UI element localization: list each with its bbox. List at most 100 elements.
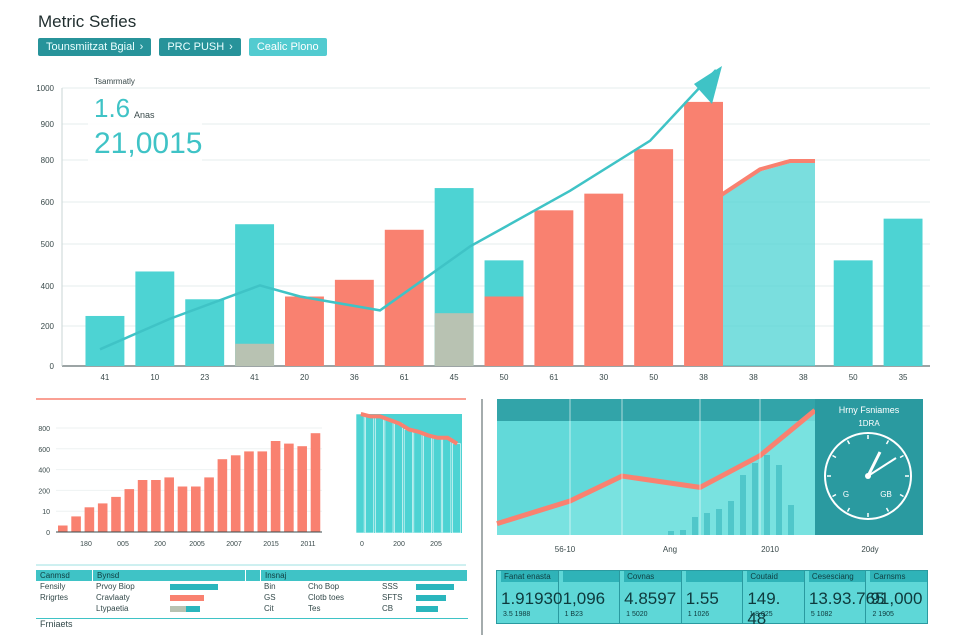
y-tick-label: 800 <box>41 156 55 165</box>
stat-card[interactable]: Fanat enasta 1.91930 3.5 1988 <box>497 571 562 623</box>
bar-coral <box>284 443 294 532</box>
bar-teal <box>728 501 734 535</box>
bar-coral <box>177 486 188 532</box>
table-header: Canmsd Bynsd Insnaj <box>36 570 468 581</box>
gauge-pivot <box>865 473 871 479</box>
stat-card[interactable]: 1.55 1 1026 <box>682 571 744 623</box>
y-tick-label: 600 <box>38 447 50 454</box>
bar-coral <box>334 279 374 366</box>
table-cell <box>36 603 92 614</box>
bar-coral <box>58 525 68 532</box>
x-tick-label: 005 <box>117 541 129 548</box>
stats-row: Fanat enasta 1.91930 3.5 1988 1,096 1 B2… <box>496 570 928 628</box>
trend-line <box>360 412 459 446</box>
gauge-tick <box>885 440 890 445</box>
y-tick-label: 500 <box>41 240 55 249</box>
x-tick-label: 2005 <box>189 541 205 548</box>
table-cell: CB <box>382 604 394 613</box>
table-cell: Cravlaaty <box>96 593 130 602</box>
bar-teal <box>374 416 384 534</box>
stat-label: Carnsms <box>870 571 928 582</box>
stat-card[interactable]: 1,096 1 B23 <box>559 571 621 623</box>
bar-coral <box>584 193 624 366</box>
gauge-tick <box>846 440 851 445</box>
kpi-unit: Anas <box>134 110 155 120</box>
x-tick-label: 41 <box>250 373 259 382</box>
stat-sub: 1 1026 <box>687 611 710 618</box>
gauge-panel <box>815 399 923 535</box>
breadcrumb-label: Tounsmiitzat Bgial <box>46 41 135 53</box>
x-tick-label: 50 <box>500 373 509 382</box>
stat-label <box>562 571 620 582</box>
x-tick-label: 2011 <box>300 541 315 548</box>
breadcrumb-item-3[interactable]: Cealic Plono <box>248 38 327 56</box>
table-row[interactable]: Ltypaetia Cit Tes CB <box>36 603 468 614</box>
table-footer: Frniaets <box>36 618 468 630</box>
trend-line <box>99 69 717 351</box>
stat-sub: 1 B23 <box>564 611 583 618</box>
y-tick-label: 0 <box>46 530 50 537</box>
table-row[interactable]: Fensily Prvoy Biop Bin Cho Bop SSS <box>36 581 468 592</box>
x-tick-label: 38 <box>699 373 708 382</box>
area-edge-line <box>496 408 817 527</box>
table-cell: GS <box>264 593 276 602</box>
stat-card[interactable]: Cesesciang 13.93.765 5 1082 <box>805 571 885 623</box>
table-cell: Prvoy Biop <box>96 582 135 591</box>
x-tick-label: 50 <box>649 373 658 382</box>
stat-card[interactable]: Carnsms 91,000 2 1905 <box>866 571 928 623</box>
panel-header <box>497 399 815 421</box>
x-tick-label: 45 <box>450 373 459 382</box>
x-tick-label: 180 <box>80 541 92 548</box>
stat-value: 13.93.765 <box>808 589 885 608</box>
stat-value: 91,000 <box>870 589 923 608</box>
stat-value: 4.8597 <box>624 589 677 608</box>
bar-teal <box>423 435 432 534</box>
breadcrumb: Tounsmiitzat Bgial › PRC PUSH › Cealic P… <box>38 38 327 56</box>
x-tick-label: 38 <box>749 373 758 382</box>
table-header-cell: Canmsd <box>36 570 93 581</box>
bar-coral <box>71 516 81 532</box>
bar-coral <box>684 101 723 367</box>
gauge-title: Hrny Fsniames <box>839 405 900 415</box>
bar-coral <box>384 229 424 366</box>
y-tick-label: 800 <box>38 426 50 433</box>
bar-coral <box>310 433 321 532</box>
y-tick-label: 400 <box>38 468 50 475</box>
x-tick-label: 30 <box>599 373 608 382</box>
stat-sub: 1 5020 <box>626 611 648 618</box>
table-cell: Fensily <box>40 582 66 591</box>
x-tick-label: 200 <box>154 541 166 548</box>
stat-card[interactable]: Covnas 4.8597 1 5020 <box>620 571 682 623</box>
breadcrumb-item-2[interactable]: PRC PUSH › <box>159 38 241 56</box>
x-tick-label: 205 <box>430 541 442 548</box>
bar-teal <box>668 531 674 535</box>
chevron-right-icon: › <box>139 41 144 53</box>
stat-sub: 1 8.025 <box>749 611 773 618</box>
bar-teal <box>740 475 746 535</box>
bar-teal <box>355 413 365 534</box>
x-tick-label: 2007 <box>226 541 242 548</box>
x-tick-label: 20 <box>300 373 309 382</box>
bar-coral <box>217 459 228 532</box>
stat-card[interactable]: Coutaid 149. 48 1 8.025 <box>743 571 805 628</box>
bar-teal <box>235 224 275 366</box>
gauge-tick <box>899 454 904 459</box>
x-tick-label: 36 <box>350 373 359 382</box>
bar-teal <box>680 530 686 535</box>
stat-sub: 5 1082 <box>810 611 833 618</box>
table-header-cell: Insnaj <box>261 570 468 581</box>
stat-sub: 3.5 1988 <box>503 611 531 618</box>
table-cell: SSS <box>382 582 399 591</box>
x-tick-label: 200 <box>393 541 405 548</box>
stat-label: Covnas <box>624 571 681 582</box>
bar-coral <box>111 496 121 532</box>
bar-teal <box>704 513 710 535</box>
bar-coral <box>297 446 307 532</box>
table-footer-label: Frniaets <box>40 619 73 629</box>
table-bar <box>170 583 218 590</box>
breadcrumb-item-1[interactable]: Tounsmiitzat Bgial › <box>38 38 152 56</box>
table-row[interactable]: Rrigrtes Cravlaaty GS Clotb toes SFTS <box>36 592 468 603</box>
bar-teal <box>365 416 375 534</box>
bar-coral <box>634 149 674 366</box>
